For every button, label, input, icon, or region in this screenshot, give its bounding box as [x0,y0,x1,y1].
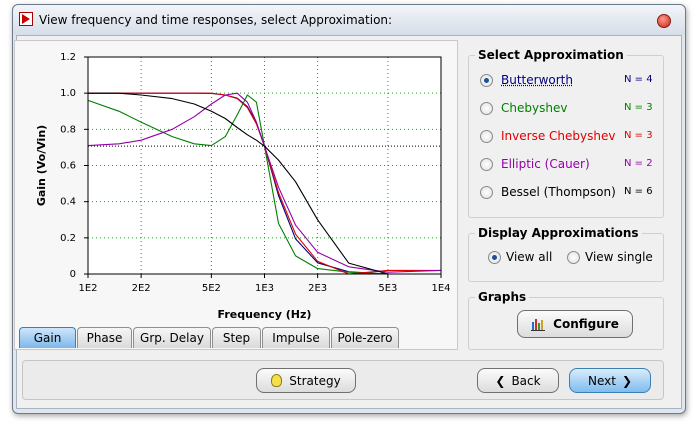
button-label: Configure [553,317,619,331]
order-label: N = 2 [624,158,653,169]
tab[interactable]: Step [212,327,261,348]
tab[interactable]: Pole-zero [331,327,399,348]
order-label: N = 6 [624,186,653,197]
button-label: Next [587,373,616,388]
tab[interactable]: Gain [19,327,76,348]
next-arrow: ❯ [621,373,633,388]
back-arrow: ❮ [495,373,506,388]
configure-button[interactable]: Configure [517,310,633,338]
option-label[interactable]: View all [506,250,553,264]
series-line [88,92,441,275]
x-tick-label: 1E4 [431,283,450,294]
series-line [87,94,441,275]
app-icon [19,12,33,26]
button-label: Strategy [289,373,341,388]
order-label: N = 3 [624,102,653,113]
window-title: View frequency and time responses, selec… [39,13,393,27]
button-label: Back [511,373,541,388]
option-label[interactable]: Inverse Chebyshev [501,129,616,143]
back-button[interactable]: ❮ Back [477,368,559,393]
y-axis-label: Gain (Vo/Vin) [35,125,48,206]
tab[interactable]: Phase [77,327,132,348]
group-title: Select Approximation [475,48,627,62]
x-tick-label: 1E2 [78,283,97,294]
group-title: Graphs [475,290,530,304]
icon-axis [531,330,546,331]
radio-button[interactable] [480,130,493,143]
graphs-group [468,297,664,350]
configure-icon [531,319,546,331]
y-tick-label: 0.2 [60,233,76,244]
tab[interactable]: Grp. Delay [133,327,211,348]
tab[interactable]: Impulse [262,327,330,348]
option-label[interactable]: Butterworth [501,73,573,87]
next-button[interactable]: Next ❯ [569,368,651,393]
y-tick-label: 1.2 [60,52,76,63]
series-line [88,92,441,275]
order-label: N = 4 [624,74,653,85]
y-tick-label: 1.0 [60,88,76,99]
group-title: Display Approximations [475,226,642,240]
icon-bar [532,322,535,330]
y-tick-label: 0.8 [60,124,76,135]
option-label[interactable]: Elliptic (Cauer) [501,157,590,171]
x-tick-label: 5E2 [202,283,221,294]
close-button[interactable] [657,14,671,28]
order-label: N = 3 [624,130,653,141]
chart: 0 0.2 0.4 0.6 0.8 1.0 1.2 1E2 2E2 5E2 1E3 2E3 5E3 1E4… [35,52,451,321]
y-tick-label: 0 [70,269,76,280]
option-label[interactable]: Chebyshev [501,101,568,115]
radio-button[interactable] [567,251,580,264]
x-tick-label: 5E3 [378,283,397,294]
radio-button[interactable] [480,158,493,171]
y-tick-label: 0.4 [60,197,76,208]
radio-button[interactable] [480,186,493,199]
x-tick-label: 2E3 [308,283,327,294]
bulb-icon [271,374,283,387]
plot-border [87,56,442,275]
option-label[interactable]: View single [585,250,653,264]
x-axis-label: Frequency (Hz) [218,308,312,321]
y-tick-label: 0.6 [60,161,76,172]
strategy-button[interactable]: Strategy [256,368,356,393]
radio-button[interactable] [480,102,493,115]
icon-bar [541,320,544,330]
radio-button[interactable] [488,251,501,264]
radio-button[interactable] [480,74,493,87]
option-label[interactable]: Bessel (Thompson) [501,185,616,199]
icon-bar [538,323,541,330]
series-line [87,92,442,273]
x-tick-label: 2E2 [132,283,151,294]
app-icon-mark [22,14,30,24]
title-bar: View frequency and time responses, selec… [13,5,685,35]
x-tick-label: 1E3 [255,283,274,294]
icon-bar [535,319,538,330]
